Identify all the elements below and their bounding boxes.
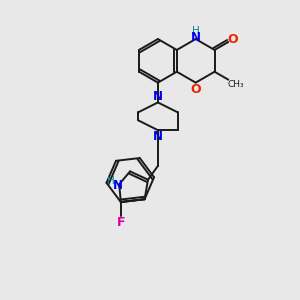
Text: N: N: [191, 31, 201, 44]
Text: H: H: [192, 26, 200, 36]
Text: O: O: [190, 83, 201, 96]
Text: F: F: [116, 216, 125, 229]
Text: N: N: [113, 179, 123, 192]
Text: O: O: [228, 33, 238, 46]
Text: H: H: [107, 176, 115, 186]
Text: N: N: [153, 130, 163, 142]
Text: N: N: [153, 90, 163, 103]
Text: CH₃: CH₃: [228, 80, 244, 88]
